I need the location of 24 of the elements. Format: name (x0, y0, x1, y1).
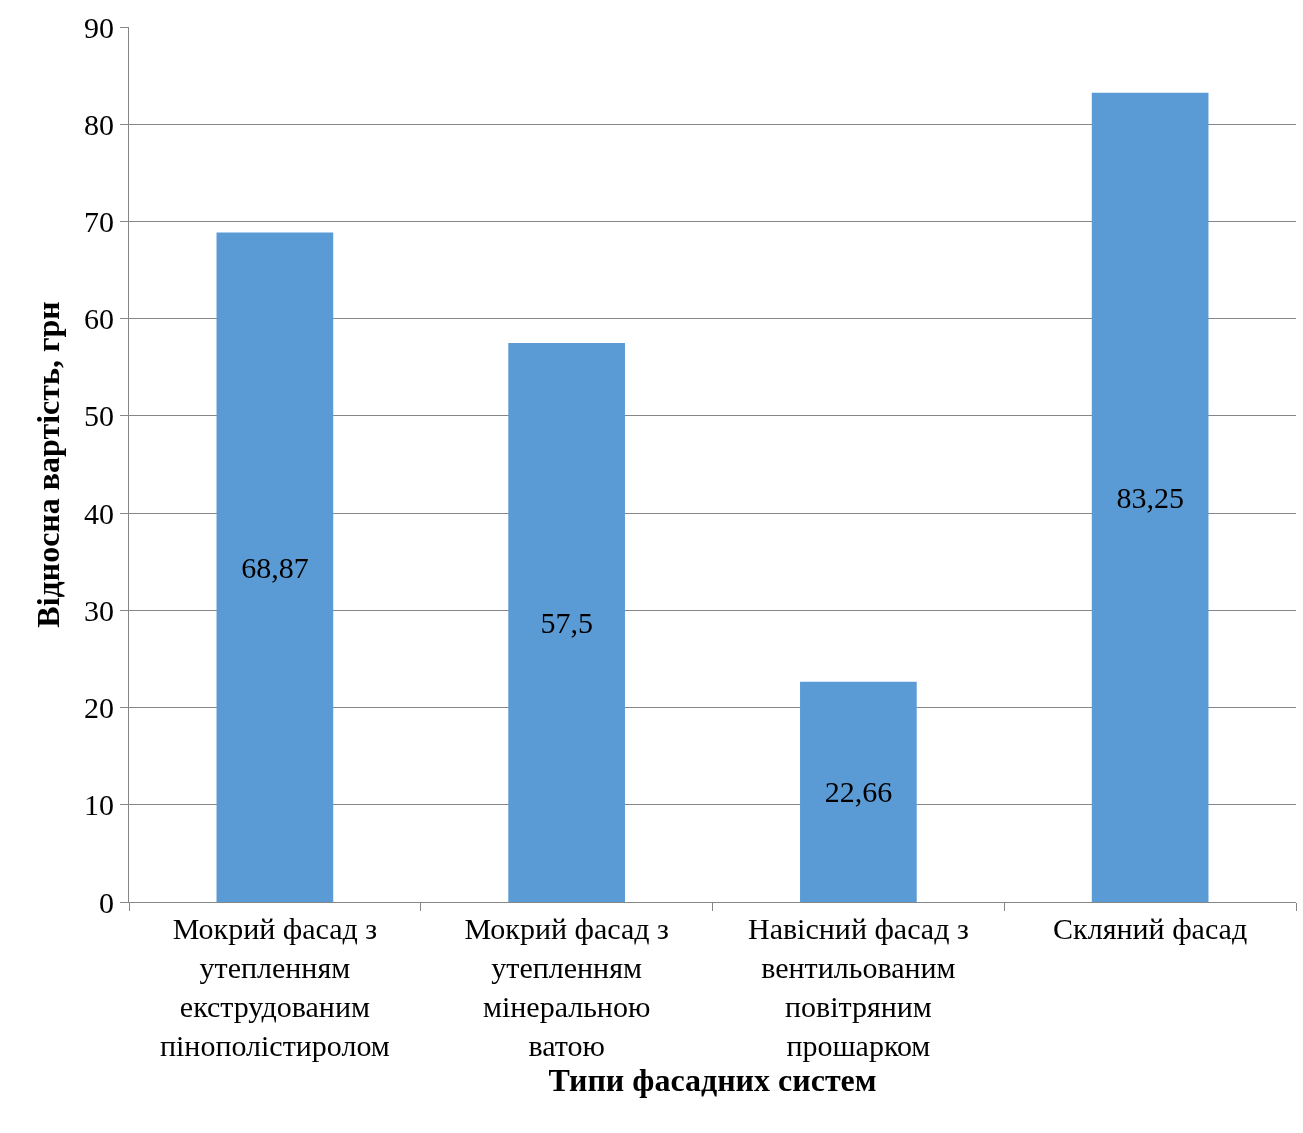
x-tick-label: Мокрий фасад з утепленням екструдованим пінополістиролом (159, 912, 390, 1062)
data-label: 83,25 (1116, 480, 1184, 514)
x-axis-title: Типи фасадних систем (548, 1062, 877, 1098)
x-tick-label: Навісний фасад з вентильованим повітряним прошарком (747, 912, 969, 1062)
bar (508, 342, 625, 902)
y-tick-label: 50 (84, 399, 114, 433)
y-tick-label: 70 (84, 204, 114, 238)
data-label: 68,87 (241, 550, 309, 584)
x-tick-label: Скляний фасад (1053, 912, 1248, 945)
x-tick-label: Мокрий фасад з утепленням мінеральною ватою (464, 912, 669, 1062)
y-tick-label: 10 (84, 788, 114, 822)
y-tick-label: 40 (84, 496, 114, 530)
data-label: 22,66 (824, 775, 893, 809)
y-tick-label: 80 (84, 107, 114, 141)
bar (800, 681, 917, 902)
y-tick-label: 90 (84, 10, 114, 44)
y-axis-title: Відносна вартість, грн (30, 301, 67, 628)
data-label: 57,5 (540, 605, 593, 639)
bar (1091, 92, 1209, 902)
y-tick-label: 20 (84, 691, 114, 725)
y-tick-label: 30 (84, 593, 114, 627)
bar (216, 232, 334, 902)
y-tick-label: 60 (84, 302, 114, 336)
y-tick-label: 0 (99, 885, 114, 919)
